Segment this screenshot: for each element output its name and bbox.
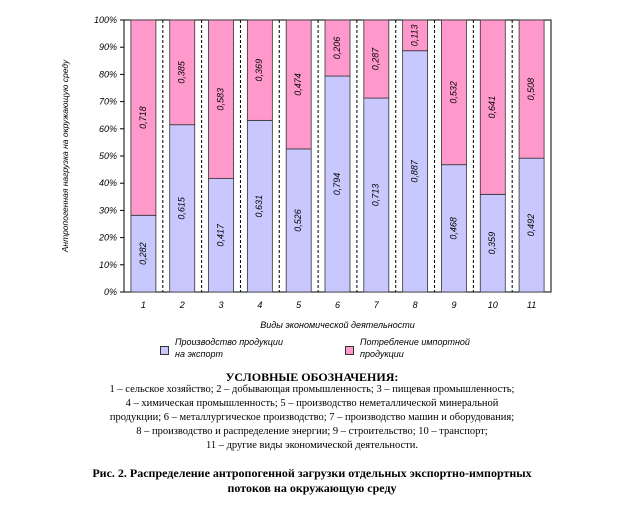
y-tick-label: 30%: [99, 205, 117, 215]
data-label-import: 0,287: [371, 47, 381, 71]
stacked-bar-chart: 0% 10% 20% 30% 40% 50% 60% 70% 80% 90% 100% 0,282 0,…: [60, 15, 552, 330]
bar-export: [324, 75, 351, 293]
x-tick-label: 5: [296, 300, 302, 310]
bar-import: [246, 19, 273, 121]
bar-import: [285, 19, 312, 150]
x-tick-label: 11: [527, 300, 536, 310]
y-tick-label: 90%: [99, 42, 117, 52]
notes-line: продукции; 6 – металлургическое производ…: [109, 412, 515, 423]
data-label-import: 0,532: [448, 81, 458, 104]
x-tick-label: 1: [141, 300, 146, 310]
x-tick-label: 4: [257, 300, 262, 310]
bar-export: [169, 124, 196, 293]
legend-swatch-import: [345, 346, 354, 355]
notes-line: 8 – производство и распределение энергии…: [136, 426, 488, 437]
data-label-export: 0,615: [177, 196, 187, 220]
y-tick-label: 100%: [94, 15, 117, 25]
bar-export: [285, 148, 312, 293]
data-label-export: 0,282: [138, 242, 148, 265]
bar-export: [441, 164, 467, 293]
x-tick-label: 9: [451, 300, 456, 310]
legend-swatch-export: [160, 346, 169, 355]
notes-line: 4 – химическая промышленность; 5 – произ…: [125, 398, 499, 409]
x-tick-label: 3: [219, 300, 224, 310]
notes-title: УСЛОВНЫЕ ОБОЗНАЧЕНИЯ:: [225, 370, 399, 384]
bar-export: [208, 178, 234, 293]
bar-import: [518, 19, 545, 159]
bar-import: [324, 19, 351, 77]
y-tick-label: 70%: [99, 97, 117, 107]
data-label-export: 0,794: [332, 173, 342, 196]
bar-import: [208, 19, 234, 179]
notes-text: 1 – сельское хозяйство; 2 – добывающая п…: [8, 383, 616, 453]
notes-line: 1 – сельское хозяйство; 2 – добывающая п…: [109, 384, 515, 395]
data-label-import: 0,385: [177, 60, 187, 84]
x-tick-label: 7: [374, 300, 380, 310]
data-label-import: 0,474: [293, 73, 303, 96]
data-label-export: 0,631: [254, 195, 264, 218]
data-label-import: 0,641: [487, 96, 497, 119]
data-label-import: 0,583: [215, 88, 225, 111]
data-label-import: 0,508: [526, 78, 536, 101]
data-label-export: 0,526: [293, 209, 303, 232]
legend-item-import: Потребление импортной продукции: [345, 336, 480, 360]
bar-import: [363, 19, 390, 99]
bar-import: [479, 19, 506, 195]
data-label-import: 0,113: [410, 24, 420, 46]
data-label-import: 0,206: [332, 37, 342, 60]
figure-caption: Рис. 2. Распределение антропогенной загр…: [92, 466, 532, 495]
data-label-export: 0,492: [526, 214, 536, 237]
y-tick-label: 40%: [99, 178, 117, 188]
x-tick-label: 10: [488, 300, 498, 310]
bar-export: [479, 193, 506, 293]
chart-legend: Производство продукции на экспорт Потреб…: [160, 336, 540, 366]
notes-line: 11 – другие виды экономической деятельно…: [205, 440, 419, 451]
bar-export: [363, 97, 390, 293]
y-tick-label: 10%: [99, 260, 117, 270]
legend-label-import: Потребление импортной продукции: [360, 337, 470, 359]
data-label-import: 0,369: [254, 59, 264, 82]
y-tick-label: 20%: [98, 233, 117, 243]
data-label-export: 0,713: [371, 184, 381, 207]
bar-import: [169, 19, 196, 126]
x-tick-label: 2: [179, 300, 185, 310]
data-label-import: 0,718: [138, 106, 148, 129]
bar-export: [402, 50, 429, 293]
x-tick-label: 6: [335, 300, 340, 310]
bar-import: [130, 19, 157, 216]
y-axis-title: Антропогенная нагрузка на окружающую сре…: [60, 59, 70, 253]
x-tick-label: 8: [413, 300, 418, 310]
y-tick-label: 50%: [99, 151, 117, 161]
y-tick-label: 60%: [99, 124, 117, 134]
data-label-export: 0,887: [410, 159, 420, 183]
bar-export: [518, 157, 545, 293]
y-tick-label: 80%: [99, 69, 117, 79]
bar-import: [441, 19, 467, 166]
x-axis-title: Виды экономической деятельности: [260, 320, 415, 330]
y-tick-label: 0%: [104, 287, 117, 297]
data-label-export: 0,417: [215, 223, 225, 247]
data-label-export: 0,359: [487, 232, 497, 255]
bar-import: [402, 19, 429, 52]
legend-label-export: Производство продукции на экспорт: [175, 337, 283, 359]
legend-item-export: Производство продукции на экспорт: [160, 336, 295, 360]
data-label-export: 0,468: [448, 217, 458, 240]
